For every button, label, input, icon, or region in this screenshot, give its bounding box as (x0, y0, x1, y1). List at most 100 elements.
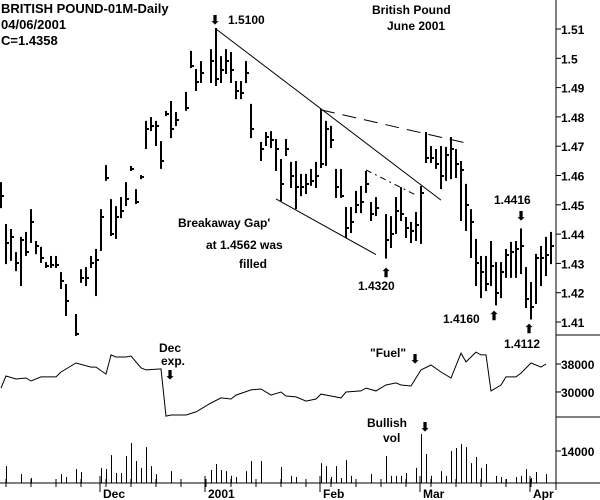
price-bar (210, 49, 214, 84)
price-axis-label: 1.51 (561, 23, 585, 37)
high2-label: 1.4416 (494, 193, 531, 207)
price-bar (190, 50, 194, 69)
price-bar (510, 241, 514, 278)
price-bar (15, 252, 19, 272)
subtitle-month: June 2001 (387, 19, 445, 33)
price-bar (415, 212, 419, 241)
up-arrow-icon: ⬆ (524, 322, 534, 336)
price-bar (55, 255, 59, 268)
price-bar (220, 56, 224, 84)
chart-header: BRITISH POUND-01M-Daily 04/06/2001 C=1.4… (1, 1, 451, 48)
price-bar (185, 91, 189, 111)
price-bar (270, 131, 274, 149)
dec-exp-label-2: exp. (161, 354, 185, 368)
price-bar (115, 206, 119, 239)
price-bar (165, 110, 169, 117)
price-bar (125, 182, 129, 207)
price-bar (260, 141, 264, 161)
chart-title: BRITISH POUND-01M-Daily (1, 1, 169, 16)
price-bar (10, 228, 14, 261)
annotations: ⬇ 1.5100 Breakaway Gap' at 1.4562 was fi… (159, 13, 540, 445)
price-bar (375, 197, 379, 217)
down-arrow-icon: ⬇ (410, 352, 420, 366)
price-axis-label: 1.5 (561, 52, 578, 66)
price-bar (540, 245, 544, 287)
price-bar (195, 69, 199, 91)
price-bar (430, 146, 434, 164)
low3-label: 1.4112 (504, 337, 540, 351)
price-bar (250, 103, 254, 139)
open-interest-line (0, 351, 547, 417)
price-bar (315, 161, 319, 188)
price-axis-label: 1.41 (561, 316, 585, 330)
price-bar (485, 255, 489, 292)
price-bar (470, 209, 474, 258)
trendline (365, 169, 417, 196)
price-axis-label: 1.45 (561, 199, 585, 213)
price-axis-label: 1.43 (561, 257, 585, 271)
price-bar (465, 183, 469, 231)
price-bar (360, 185, 364, 214)
price-bar (285, 139, 289, 156)
price-bar (290, 161, 294, 188)
chart-date: 04/06/2001 (1, 17, 66, 32)
price-bar (325, 120, 329, 166)
subtitle: British Pound (372, 3, 451, 17)
price-bar (225, 49, 229, 74)
price-bar (265, 132, 269, 147)
price-bar (535, 253, 539, 304)
oi-axis-label: 38000 (561, 358, 595, 372)
price-bar (160, 141, 164, 169)
down-arrow-icon: ⬇ (420, 420, 430, 434)
trendline (320, 109, 467, 144)
price-bar (140, 175, 144, 180)
price-bar (390, 216, 394, 248)
low1-label: 1.4320 (358, 279, 395, 293)
price-bar (370, 202, 374, 222)
price-bar (345, 207, 349, 239)
price-bar (385, 214, 389, 259)
price-bar (130, 166, 134, 171)
x-tick-label: Feb (323, 487, 344, 500)
price-bar (60, 272, 64, 290)
price-bar (95, 248, 99, 297)
price-bar (235, 81, 239, 100)
price-bar (520, 228, 524, 275)
price-bar (450, 136, 454, 180)
up-arrow-icon: ⬆ (381, 266, 391, 280)
price-bar (245, 61, 249, 84)
price-bar (200, 61, 204, 84)
price-bar (105, 165, 109, 181)
price-bar (420, 185, 424, 244)
price-bar (400, 187, 404, 222)
price-bar (435, 149, 439, 169)
price-axis-label: 1.48 (561, 111, 585, 125)
price-bar (155, 120, 159, 147)
price-bar (355, 190, 359, 214)
price-bar (280, 158, 284, 202)
price-bar (525, 267, 529, 309)
price-axis-label: 1.49 (561, 82, 585, 96)
down-arrow-icon: ⬇ (516, 209, 526, 223)
price-bars (0, 28, 554, 336)
price-bar (300, 173, 304, 197)
up-arrow-icon: ⬆ (489, 309, 499, 323)
price-bar (395, 197, 399, 234)
gap-note-1: Breakaway Gap' (178, 216, 270, 230)
price-axis-label: 1.47 (561, 140, 585, 154)
price-bar (495, 262, 499, 306)
price-bar (340, 168, 344, 198)
price-bar (350, 207, 354, 234)
price-bar (305, 173, 309, 195)
trendline (215, 28, 442, 201)
price-bar (460, 161, 464, 222)
price-bar (45, 262, 49, 268)
price-bar (405, 216, 409, 239)
price-bar (30, 209, 34, 244)
price-bar (500, 262, 504, 299)
price-bar (295, 161, 299, 210)
price-bar (410, 221, 414, 244)
price-bar (445, 146, 449, 181)
price-bar (480, 255, 484, 299)
